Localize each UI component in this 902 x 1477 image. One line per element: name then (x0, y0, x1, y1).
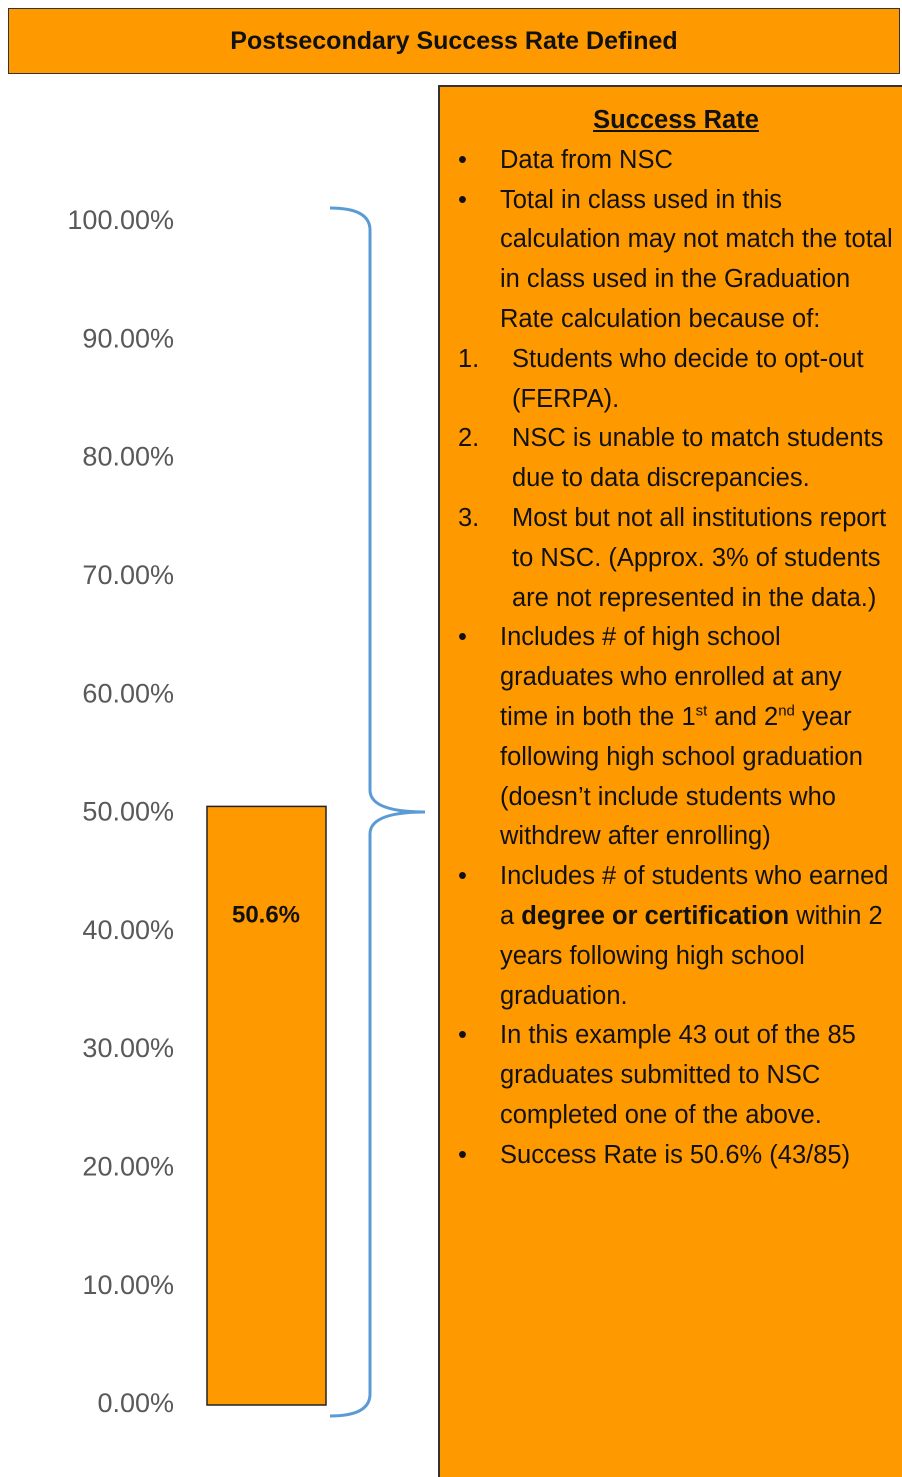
item-list: • Data from NSC • Total in class used in th… (458, 141, 894, 1176)
y-tick-label: 30.00% (82, 1033, 174, 1063)
text-run: year following high school graduation (d… (500, 702, 863, 851)
item-marker: • (458, 862, 467, 891)
y-tick-label: 0.00% (97, 1388, 174, 1418)
y-tick-label: 50.00% (82, 797, 174, 827)
text-run: Data from NSC (500, 145, 673, 174)
item-text: In this example 43 out of the 85 graduat… (500, 1016, 894, 1135)
item-text: NSC is unable to match students due to d… (512, 419, 894, 499)
item-text: Includes # of students who earned a degr… (500, 857, 894, 1016)
list-item: • Data from NSC (458, 141, 894, 181)
header-title: Postsecondary Success Rate Defined (8, 8, 900, 74)
item-marker: 2. (458, 424, 480, 453)
data-label: 50.6% (232, 902, 300, 929)
text-run: Success Rate is 50.6% (43/85) (500, 1140, 851, 1169)
y-tick-label: 20.00% (82, 1152, 174, 1182)
y-tick-label: 80.00% (82, 442, 174, 472)
text-run: within 2 years following high school gra… (500, 901, 883, 1010)
text-run: Students who decide to opt-out (FERPA). (512, 344, 864, 413)
item-text: Most but not all institutions report to … (512, 499, 894, 618)
panel-title: Success Rate (593, 106, 759, 134)
item-marker: • (458, 185, 467, 214)
y-tick-label: 70.00% (82, 560, 174, 590)
text-run: degree or certification (521, 901, 790, 930)
text-run: In this example 43 out of the 85 graduat… (500, 1021, 856, 1129)
item-marker: • (458, 1021, 467, 1050)
text-run: st (695, 702, 708, 720)
list-item: • Total in class used in this calculation… (458, 181, 894, 340)
item-text: Total in class used in this calculation … (500, 181, 894, 340)
item-marker: 1. (458, 344, 480, 373)
list-item: 2. NSC is unable to match students due to… (458, 419, 894, 499)
chart: 0.00% 10.00% 20.00% 30.00% 40.00% 50.00% 60.00… (67, 205, 426, 1418)
bar (206, 805, 327, 1406)
list-item: • In this example 43 out of the 85 gradua… (458, 1016, 894, 1135)
item-text: Success Rate is 50.6% (43/85) (500, 1136, 850, 1176)
text-run: Most but not all institutions report to … (512, 503, 887, 612)
item-marker: 3. (458, 503, 480, 532)
y-tick-label: 90.00% (82, 323, 174, 353)
list-item: • Includes # of students who earned a deg… (458, 857, 894, 1016)
y-tick-label: 100.00% (67, 205, 174, 235)
text-run: nd (778, 702, 795, 720)
list-item: • Includes # of high school graduates who… (458, 618, 894, 857)
y-tick-label: 60.00% (82, 678, 174, 708)
item-marker: • (458, 145, 467, 174)
panel: Success Rate • Data from NSC • Total in cla… (438, 85, 902, 1477)
item-text: Students who decide to opt-out (FERPA). (512, 340, 894, 420)
text-run: NSC is unable to match students due to d… (512, 424, 884, 493)
y-tick-label: 10.00% (82, 1270, 174, 1300)
list-item: • Success Rate is 50.6% (43/85) (458, 1136, 894, 1176)
item-text: Data from NSC (500, 141, 673, 181)
list-item: 1. Students who decide to opt-out (FERPA)… (458, 340, 894, 420)
item-marker: • (458, 1140, 467, 1169)
item-text: Includes # of high school graduates who … (500, 618, 894, 857)
text-run: Includes # of high school graduates who … (500, 623, 842, 731)
item-marker: • (458, 623, 467, 652)
brace (329, 206, 426, 1418)
list-item: 3. Most but not all institutions report t… (458, 499, 894, 618)
text-run: and 2 (707, 702, 779, 731)
text-run: Total in class used in this calculation … (500, 185, 893, 333)
y-tick-label: 40.00% (82, 915, 174, 945)
text-run: Includes # of students who earned a (500, 862, 889, 930)
